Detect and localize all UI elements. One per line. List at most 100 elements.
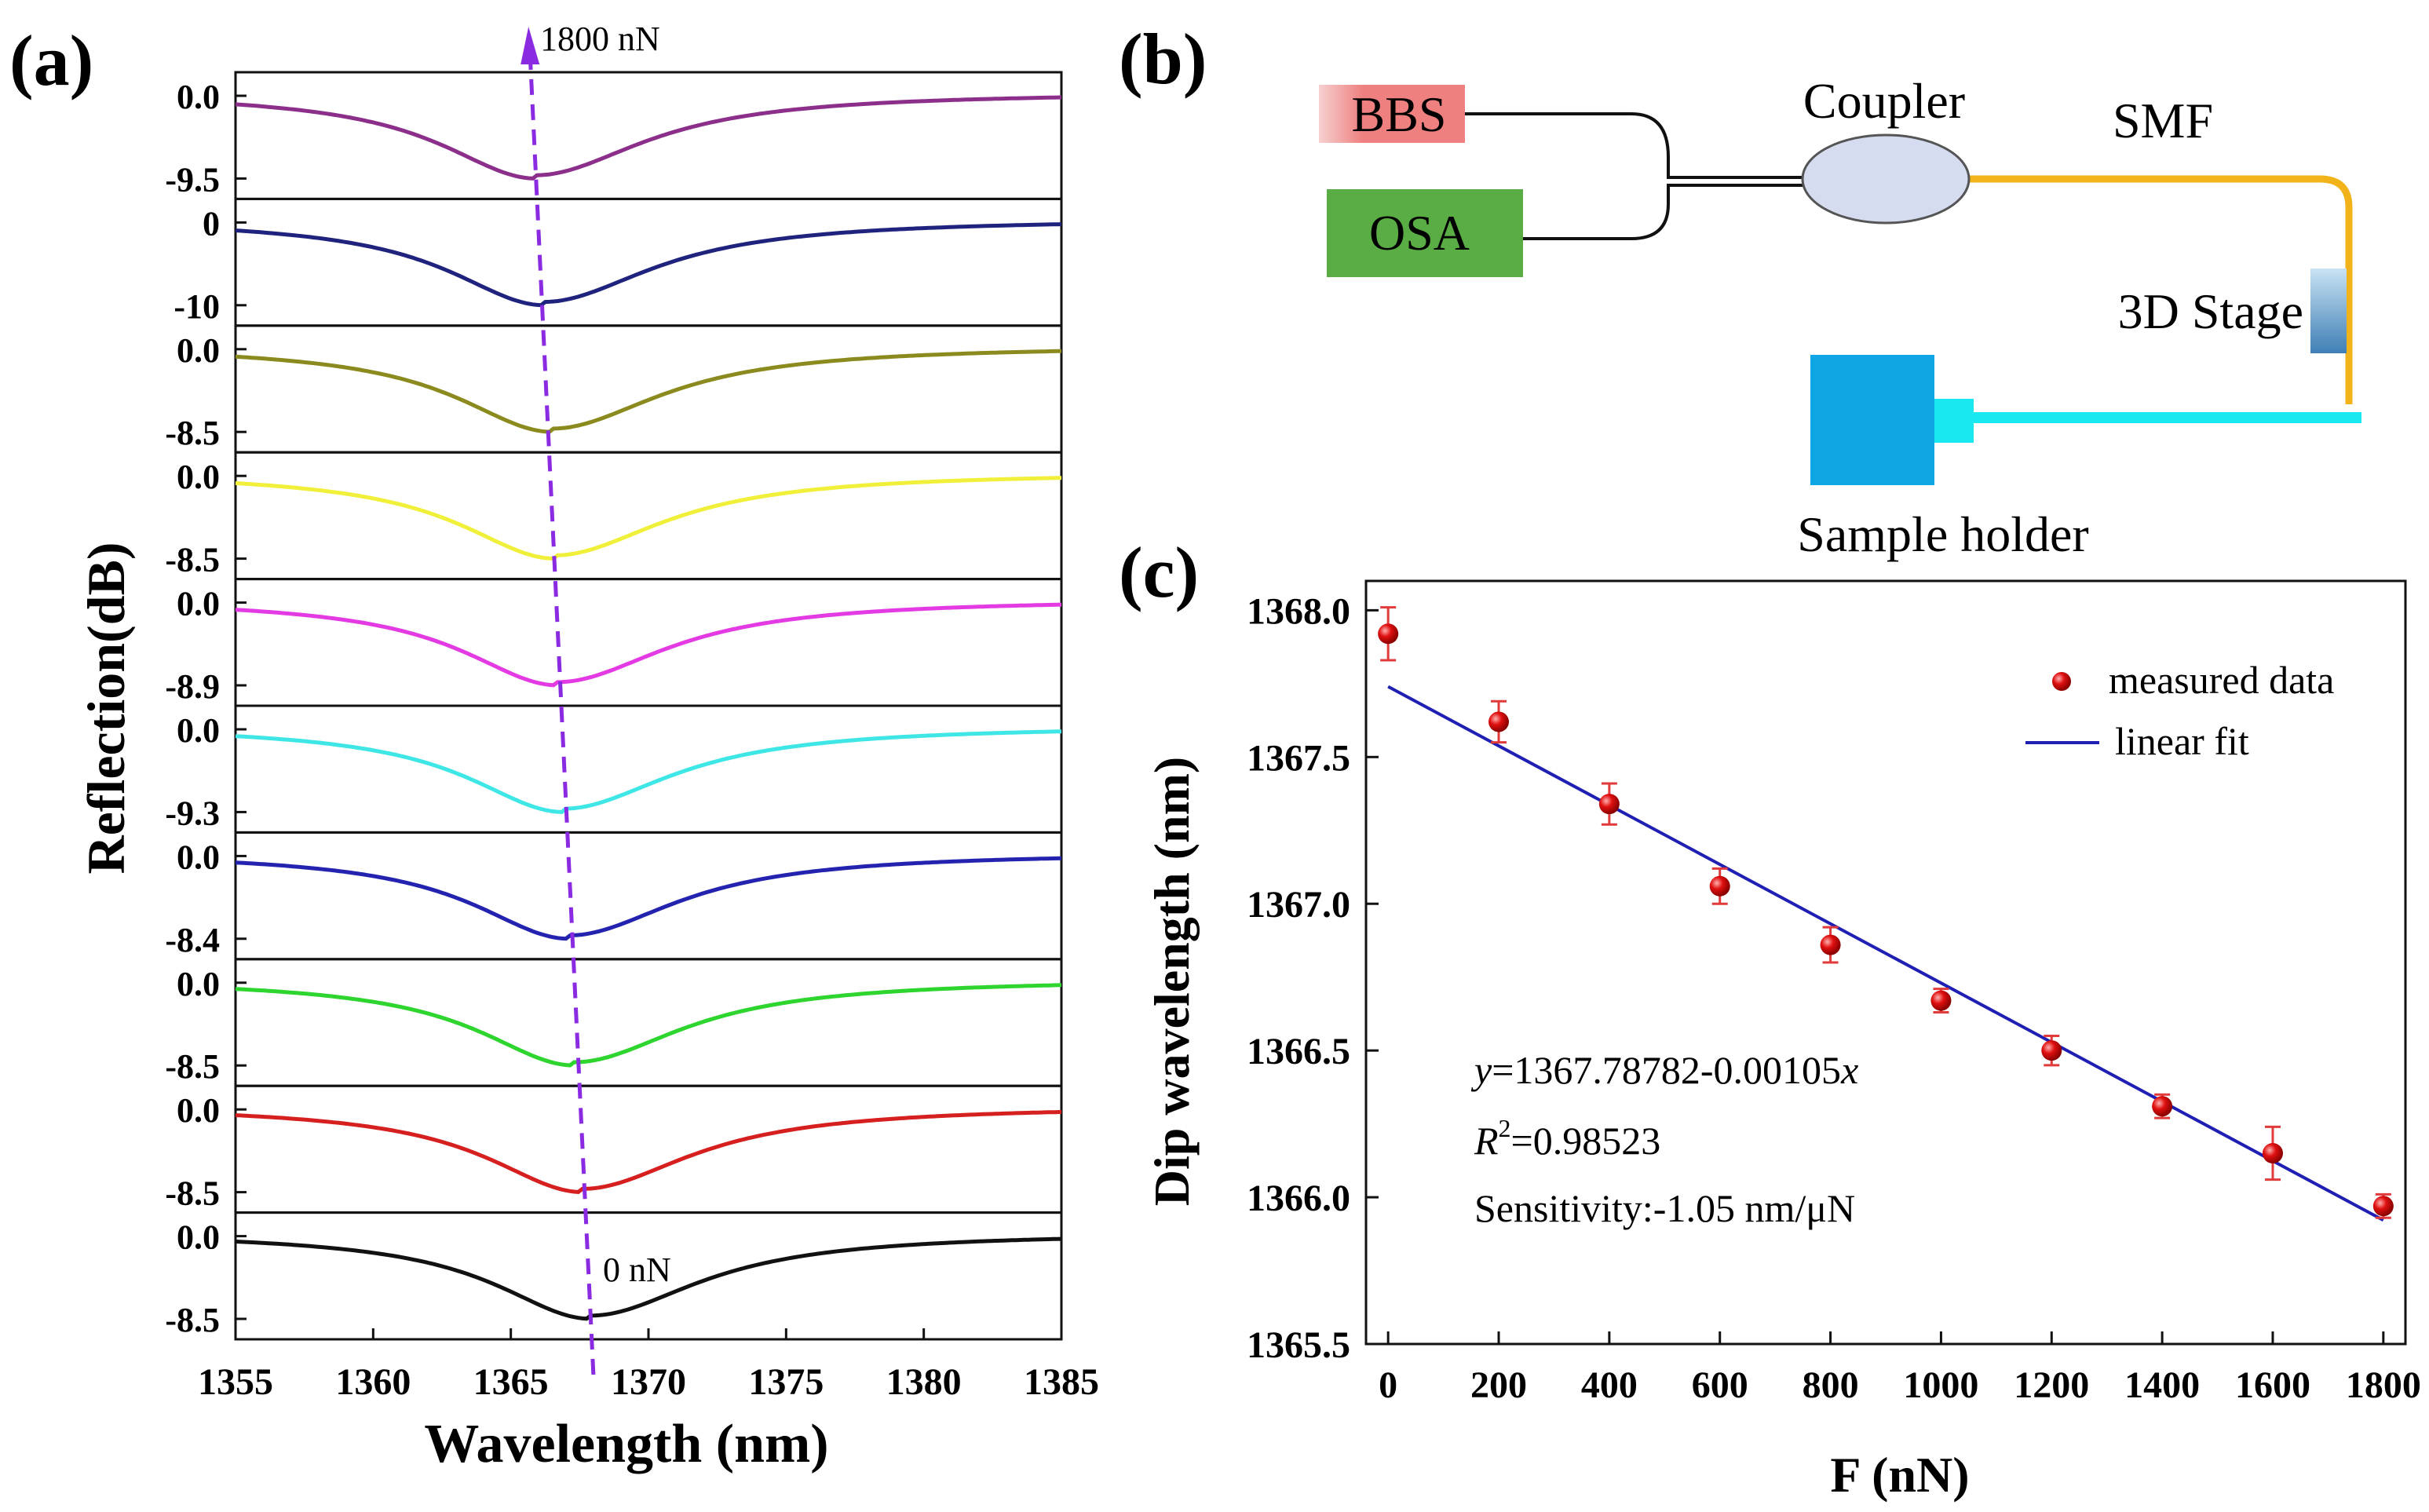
panel-label-a: (a)	[9, 20, 93, 100]
spectrum-ytick-label: 0.0	[177, 78, 220, 116]
spectrum-subplot-frame	[234, 958, 1063, 1087]
spectrum-ytick-label: 0.0	[177, 965, 220, 1003]
spectrum-curve-2	[235, 222, 1062, 308]
scatter-xtick-label: 800	[1803, 1364, 1859, 1406]
data-point	[2262, 1143, 2283, 1163]
smf-fiber	[1969, 175, 2353, 404]
bbs-box	[1319, 85, 1465, 143]
spectrum-ytick-label: -8.5	[165, 1047, 220, 1086]
osa-label: OSA	[1369, 205, 1470, 261]
spectrum-subplot-frame	[234, 451, 1063, 581]
spectrum-curve-7	[235, 856, 1062, 941]
annotation-1800nN: 1800 nN	[540, 20, 660, 58]
spectrum-ytick-label: -9.5	[165, 160, 220, 199]
bbs-fiber	[1465, 112, 1806, 179]
spectrum-curve-5	[235, 602, 1062, 688]
spectrum-subplot-frame	[234, 704, 1063, 834]
panel-c-ylabel: Dip wavelength (nm)	[1144, 757, 1200, 1206]
scatter-ytick-label: 1366.5	[1247, 1031, 1350, 1072]
spectrum-subplot-frame	[234, 324, 1063, 454]
panel-label-c: (c)	[1119, 532, 1199, 612]
panel-a-ylabel: Reflection(dB)	[76, 542, 136, 874]
spectrum-ytick-label: 0.0	[177, 585, 220, 623]
spectrum-xtick-label: 1355	[198, 1361, 273, 1403]
shift-arrow-head	[520, 27, 540, 64]
spectrum-ytick-label: -8.9	[165, 667, 220, 706]
scatter-ytick-label: 1365.5	[1247, 1324, 1350, 1366]
sample-holder-label: Sample holder	[1797, 506, 2088, 562]
scatter-xtick-label: 1400	[2124, 1364, 2200, 1406]
scatter-xtick-label: 200	[1470, 1364, 1527, 1406]
data-point	[1709, 875, 1730, 897]
data-point	[1930, 990, 1952, 1011]
sample-holder-connector	[1934, 399, 1974, 443]
spectrum-ytick-label: -9.3	[165, 794, 220, 832]
spectrum-ytick-label: 0.0	[177, 711, 220, 750]
smf-label: SMF	[2113, 93, 2213, 148]
spectrum-ytick-label: 0	[203, 204, 220, 243]
stage-block	[2310, 268, 2347, 353]
spectrum-subplot-frame	[234, 197, 1063, 327]
spectrum-curve-10	[235, 1236, 1062, 1321]
data-point	[1378, 623, 1399, 645]
scatter-xtick-label: 1800	[2346, 1364, 2421, 1406]
scatter-ytick-label: 1367.0	[1247, 884, 1350, 926]
legend-measured: measured data	[2109, 658, 2334, 702]
fit-equation: y=1367.78782-0.00105x	[1470, 1048, 1858, 1092]
scatter-xtick-label: 1200	[2014, 1364, 2089, 1406]
spectrum-ytick-label: -8.5	[165, 541, 220, 579]
r2-rest: =0.98523	[1511, 1119, 1661, 1163]
panel-label-b: (b)	[1119, 19, 1207, 99]
data-point	[2041, 1040, 2062, 1061]
osa-fiber	[1523, 184, 1806, 240]
spectrum-curve-9	[235, 1109, 1062, 1194]
spectrum-xtick-label: 1375	[748, 1361, 824, 1403]
spectrum-ytick-label: -8.5	[165, 414, 220, 452]
data-point	[1598, 794, 1620, 815]
panel-c-scatter: 1365.5 1366.0 1366.5 1367.0 1367.5 1368.0 0 200…	[1247, 579, 2421, 1406]
spectrum-xtick-label: 1365	[473, 1361, 549, 1403]
panel-b-diagram: BBS OSA Coupler SMF 3D Stage Sample hold…	[1319, 73, 2361, 562]
eq-rest: =1367.78782-0.00105	[1492, 1048, 1841, 1092]
spectrum-xtick-label: 1385	[1024, 1361, 1099, 1403]
legend: measured data linear fit	[2025, 658, 2334, 763]
legend-marker	[2052, 672, 2071, 691]
scatter-ytick-label: 1368.0	[1247, 590, 1350, 632]
spectrum-xtick-label: 1360	[335, 1361, 411, 1403]
spectrum-curve-8	[235, 983, 1062, 1068]
eq-x: x	[1840, 1048, 1858, 1092]
r2-sup: 2	[1499, 1114, 1511, 1142]
scatter-xtick-label: 1000	[1903, 1364, 1978, 1406]
spectrum-curve-6	[235, 729, 1062, 814]
stage-label: 3D Stage	[2118, 283, 2303, 339]
sample-holder	[1810, 355, 1934, 485]
spectrum-subplot-frame	[234, 578, 1063, 707]
scatter-xtick-label: 400	[1581, 1364, 1638, 1406]
data-point	[1488, 711, 1510, 732]
spectrum-curve-1	[235, 95, 1062, 181]
fit-sensitivity: Sensitivity:-1.05 nm/μN	[1474, 1186, 1855, 1230]
spectrum-ytick-label: 0.0	[177, 1091, 220, 1130]
scatter-frame	[1364, 579, 2407, 1346]
scatter-ytick-label: 1367.5	[1247, 737, 1350, 779]
spectrum-curve-4	[235, 476, 1062, 561]
spectrum-xtick-label: 1370	[611, 1361, 686, 1403]
spectrum-ytick-label: -10	[174, 287, 220, 326]
spectrum-ytick-label: -8.5	[165, 1174, 220, 1213]
spectrum-subplot-frame	[234, 71, 1063, 200]
spectrum-subplot-frame	[234, 1084, 1063, 1214]
coupler-ellipse	[1801, 133, 1971, 225]
spectrum-ytick-label: 0.0	[177, 838, 220, 876]
panel-a-x-ticks: 1355 1360 1365 1370 1375 1380 1385	[198, 1328, 1099, 1403]
data-point	[1820, 934, 1841, 955]
shift-arrow	[528, 54, 596, 1375]
spectrum-subplot-frame	[234, 831, 1063, 961]
fit-r-squared: R2=0.98523	[1474, 1114, 1660, 1163]
scatter-xtick-label: 1600	[2235, 1364, 2310, 1406]
panel-a-stacked-spectra: 0.0 -9.5 0 -10 0.0 -8.5 0.0 -8.5 0.0 -8.9 0.0 -9.3 0…	[165, 71, 1063, 1341]
spectrum-ytick-label: 0.0	[177, 1218, 220, 1257]
scatter-xtick-label: 600	[1692, 1364, 1748, 1406]
fit-line	[1387, 685, 2384, 1222]
scatter-ytick-label: 1366.0	[1247, 1178, 1350, 1219]
spectrum-xtick-label: 1380	[886, 1361, 962, 1403]
